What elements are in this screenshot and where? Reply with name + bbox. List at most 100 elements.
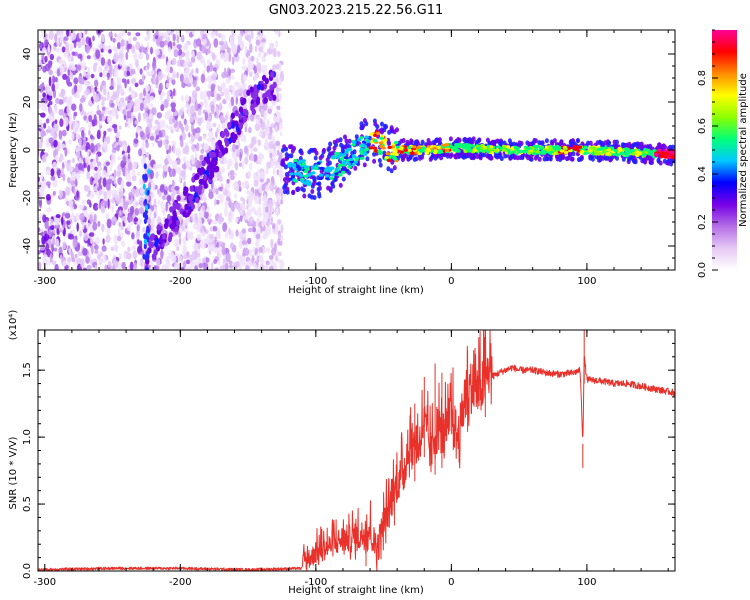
chirp-dot	[144, 267, 150, 270]
noise-dot	[231, 151, 236, 159]
band-core-dot	[424, 148, 430, 152]
noise-dot	[210, 84, 215, 91]
noise-dot	[74, 146, 80, 153]
band-halo-dot	[353, 165, 358, 171]
noise-dot	[266, 121, 270, 131]
band-core-dot	[389, 155, 394, 159]
noise-dot	[258, 246, 263, 253]
noise-dot	[126, 224, 132, 232]
band-core-dot	[296, 165, 301, 169]
noise-dot	[41, 103, 47, 112]
noise-dot	[160, 104, 165, 112]
noise-dot	[73, 186, 76, 195]
noise-dot	[197, 103, 201, 109]
noise-dot	[152, 77, 157, 85]
noise-dot	[188, 77, 194, 84]
band-core-dot	[573, 145, 578, 149]
noise-dot	[123, 147, 128, 152]
noise-dot	[273, 166, 276, 176]
chirp-dot	[169, 206, 174, 213]
noise-dot	[58, 130, 63, 140]
noise-dot	[265, 166, 269, 175]
noise-dot	[210, 261, 214, 270]
noise-dot	[219, 193, 224, 204]
noise-dot	[135, 32, 141, 37]
noise-dot	[270, 123, 276, 129]
noise-dot	[149, 103, 154, 108]
noise-dot	[52, 190, 56, 196]
noise-dot	[210, 30, 216, 39]
noise-dot	[217, 32, 222, 38]
band-core-dot	[554, 144, 560, 149]
band-halo-dot	[439, 155, 444, 161]
band-halo-dot	[298, 148, 303, 154]
noise-dot	[108, 31, 113, 38]
noise-dot	[240, 203, 244, 209]
colorbar-tick-label: 0.8	[697, 70, 708, 86]
noise-dot	[182, 147, 186, 155]
noise-dot	[58, 156, 63, 163]
noise-dot	[270, 238, 274, 249]
band-core-dot	[507, 151, 512, 155]
band-halo-dot	[554, 154, 559, 160]
band-halo-dot	[343, 134, 347, 140]
noise-dot	[48, 100, 53, 106]
noise-dot	[191, 143, 195, 152]
noise-dot	[139, 130, 144, 138]
noise-dot	[143, 97, 149, 108]
noise-dot	[213, 38, 219, 48]
noise-dot	[113, 53, 119, 63]
noise-dot	[165, 124, 169, 129]
chirp-dot	[182, 210, 187, 217]
band-halo-dot	[569, 156, 574, 162]
noise-dot	[179, 110, 183, 116]
noise-dot	[171, 70, 177, 80]
noise-dot	[90, 237, 93, 245]
noise-dot	[228, 69, 231, 77]
noise-dot	[211, 51, 215, 60]
noise-dot	[280, 70, 284, 77]
noise-dot	[193, 115, 197, 121]
chirp-dot	[203, 182, 208, 189]
noise-dot	[60, 88, 66, 97]
noise-dot	[101, 170, 107, 177]
noise-dot	[206, 218, 213, 223]
noise-dot	[253, 179, 259, 187]
band-core-dot	[665, 151, 670, 156]
band-core-dot	[634, 150, 640, 154]
band-halo-dot	[317, 191, 321, 197]
band-halo-dot	[307, 149, 312, 155]
noise-dot	[85, 44, 90, 54]
noise-dot	[167, 46, 171, 53]
noise-dot	[169, 66, 173, 74]
chirp-dot	[184, 186, 189, 194]
noise-dot	[176, 35, 180, 44]
noise-dot	[127, 145, 131, 154]
noise-dot	[126, 252, 132, 260]
band-core-dot	[480, 143, 485, 147]
band-core-dot	[316, 161, 321, 165]
noise-dot	[71, 212, 75, 218]
noise-dot	[81, 129, 85, 139]
band-core-dot	[582, 151, 588, 156]
band-halo-dot	[399, 138, 404, 144]
noise-dot	[272, 228, 278, 234]
noise-dot	[117, 235, 122, 242]
chirp-dot	[176, 195, 181, 202]
band-core-dot	[392, 148, 397, 152]
band-core-dot	[338, 173, 343, 177]
noise-dot	[102, 88, 107, 96]
noise-dot	[145, 141, 150, 149]
noise-dot	[65, 186, 71, 196]
band-halo-dot	[449, 152, 454, 158]
noise-dot	[142, 111, 149, 119]
noise-dot	[265, 184, 271, 191]
noise-dot	[167, 90, 171, 96]
noise-dot	[270, 159, 274, 169]
band-core-dot	[390, 152, 395, 156]
streak-dot	[143, 233, 147, 240]
noise-dot	[126, 79, 130, 85]
band-core-dot	[487, 147, 492, 151]
band-halo-dot	[604, 155, 608, 161]
noise-dot	[67, 177, 71, 184]
